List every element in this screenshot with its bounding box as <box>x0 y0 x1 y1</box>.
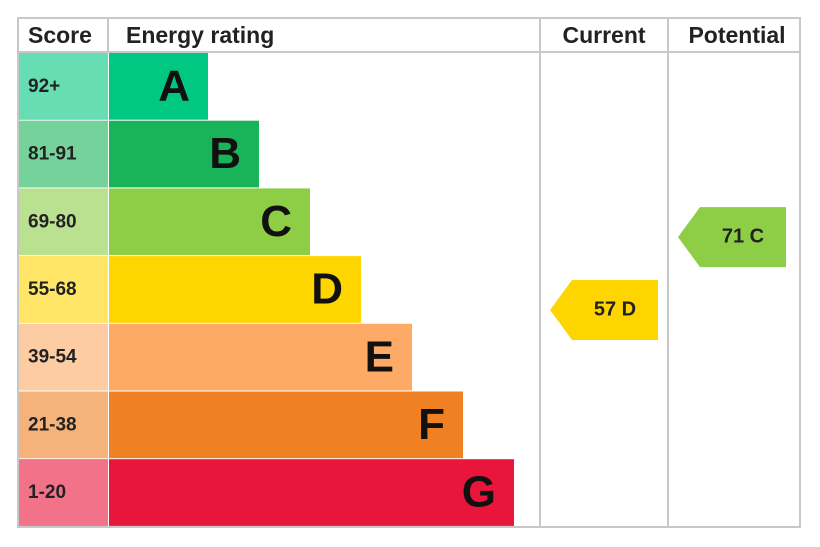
score-cell <box>19 391 108 459</box>
rating-bar <box>109 120 259 188</box>
header: Current <box>562 22 645 48</box>
score-label: 39-54 <box>28 347 77 368</box>
score-label: 1-20 <box>28 482 66 503</box>
rating-letter: G <box>462 468 496 517</box>
rating-letter: F <box>418 400 445 449</box>
header: Score <box>28 22 92 48</box>
score-tint <box>19 459 108 526</box>
score-tint <box>19 323 108 391</box>
rating-arrow <box>550 280 658 341</box>
score-tint <box>19 188 108 256</box>
score-cell <box>19 188 108 256</box>
score-label: 81-91 <box>28 144 77 165</box>
rating-bar <box>109 459 514 526</box>
score-tint <box>19 53 108 120</box>
score-cell <box>19 53 108 120</box>
score-cell <box>19 323 108 391</box>
arrow-label: 71 C <box>722 225 764 247</box>
rating-bar <box>109 53 208 120</box>
score-label: 21-38 <box>28 414 77 435</box>
rating-letter: D <box>311 265 343 314</box>
rating-bar <box>109 256 361 323</box>
header: Potential <box>688 22 785 48</box>
score-cell <box>19 459 108 526</box>
rating-arrow <box>678 207 786 268</box>
score-tint <box>19 256 108 323</box>
rating-letter: B <box>209 129 241 178</box>
rating-bar <box>109 323 412 391</box>
rating-bar <box>109 188 310 256</box>
score-label: 69-80 <box>28 211 77 232</box>
rating-letter: A <box>158 61 190 110</box>
rating-letter: E <box>365 332 394 381</box>
rating-bar <box>109 391 463 459</box>
score-cell <box>19 120 108 188</box>
score-label: 55-68 <box>28 279 77 300</box>
header: Energy rating <box>126 22 274 48</box>
rating-letter: C <box>260 197 292 246</box>
score-label: 92+ <box>28 76 60 97</box>
arrow-label: 57 D <box>594 298 636 320</box>
score-cell <box>19 256 108 323</box>
score-tint <box>19 391 108 459</box>
score-tint <box>19 120 108 188</box>
